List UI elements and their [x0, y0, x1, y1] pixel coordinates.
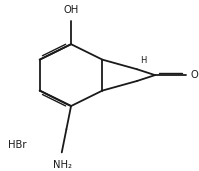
Text: O: O: [190, 70, 198, 80]
Text: OH: OH: [63, 5, 79, 15]
Text: NH₂: NH₂: [53, 160, 72, 169]
Text: HBr: HBr: [8, 140, 26, 150]
Text: H: H: [140, 56, 146, 65]
